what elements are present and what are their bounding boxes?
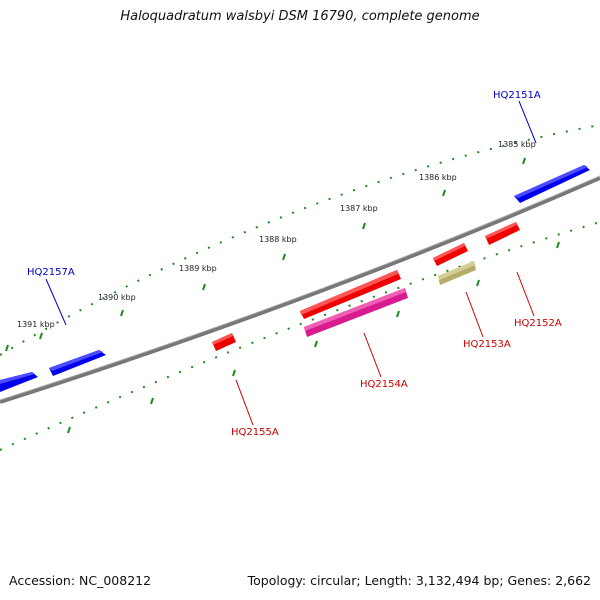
upper-major-ticks <box>5 157 526 352</box>
accession-text: Accession: NC_008212 <box>9 573 152 588</box>
scale-label-1389: 1389 kbp <box>179 264 217 273</box>
gene-HQ2153A[interactable] <box>438 261 476 285</box>
gene-HQ2155A[interactable] <box>212 333 236 351</box>
scale-label-1388: 1388 kbp <box>259 235 297 244</box>
leader-HQ2155A <box>235 379 254 426</box>
gene-label-HQ2155A[interactable]: HQ2155A <box>231 427 279 438</box>
gene-HQ2157A[interactable] <box>49 350 106 376</box>
leader-HQ2151A <box>518 100 537 144</box>
scale-label-1385: 1385 kbp <box>498 140 536 149</box>
gene-label-HQ2151A[interactable]: HQ2151A <box>493 90 541 101</box>
scale-label-1387: 1387 kbp <box>340 204 378 213</box>
leader-HQ2153A <box>465 291 484 338</box>
gene-label-HQ2157A[interactable]: HQ2157A <box>27 267 75 278</box>
lower-major-ticks <box>67 241 560 434</box>
gene-label-HQ2154A[interactable]: HQ2154A <box>360 379 408 390</box>
gene-HQ2151A[interactable] <box>514 165 590 203</box>
gene-HQ2152A[interactable] <box>485 222 520 245</box>
genome-backbone <box>0 176 600 404</box>
upper-tick-track <box>0 124 600 356</box>
topology-text: Topology: circular; Length: 3,132,494 bp… <box>247 573 591 588</box>
scale-label-1390: 1390 kbp <box>98 293 136 302</box>
lower-tick-track <box>0 221 600 451</box>
leader-HQ2154A <box>363 332 382 378</box>
scale-label-1386: 1386 kbp <box>419 173 457 182</box>
gene-label-HQ2153A[interactable]: HQ2153A <box>463 339 511 350</box>
gene-label-HQ2152A[interactable]: HQ2152A <box>514 318 562 329</box>
gene-red-long[interactable] <box>300 270 401 319</box>
gene-left-edge[interactable] <box>0 372 38 392</box>
scale-label-1391: 1391 kbp <box>17 320 55 329</box>
gene-HQ2154A[interactable] <box>304 288 408 337</box>
leader-HQ2157A <box>45 278 67 326</box>
map-title: Haloquadratum walsbyi DSM 16790, complet… <box>120 9 480 24</box>
gene-red-small[interactable] <box>433 243 468 266</box>
leader-HQ2152A <box>516 271 535 317</box>
